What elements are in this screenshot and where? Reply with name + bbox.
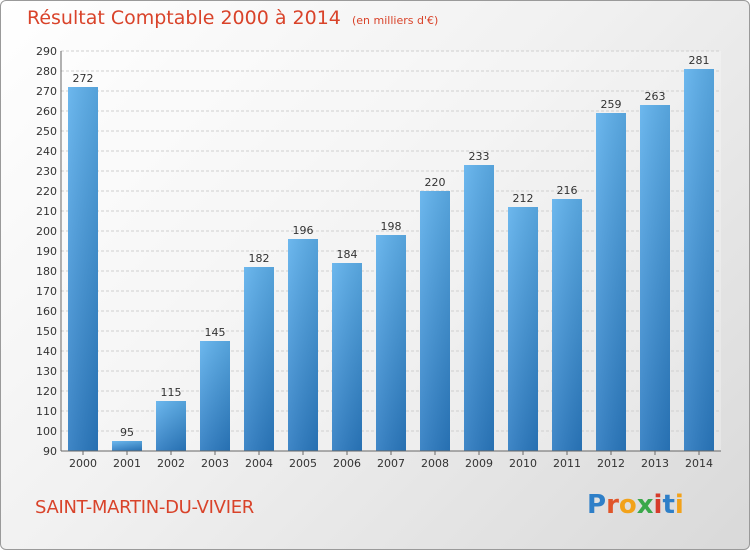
bar-shade-2014 <box>684 69 714 451</box>
chart-title: Résultat Comptable 2000 à 2014 (en milli… <box>27 7 438 29</box>
x-tick-label: 2003 <box>201 457 229 470</box>
x-tick-label: 2004 <box>245 457 273 470</box>
x-tick-label: 2002 <box>157 457 185 470</box>
logo-letter: o <box>618 490 637 520</box>
y-tick-label: 240 <box>36 145 57 158</box>
logo-letter: t <box>662 490 675 520</box>
data-label: 263 <box>645 90 666 103</box>
x-tick-label: 2009 <box>465 457 493 470</box>
x-tick-label: 2014 <box>685 457 713 470</box>
commune-name: SAINT-MARTIN-DU-VIVIER <box>35 497 254 518</box>
bar-shade-2013 <box>640 105 670 451</box>
y-tick-label: 190 <box>36 245 57 258</box>
unit-text: (en milliers d'€) <box>351 14 439 27</box>
data-label: 184 <box>337 248 358 261</box>
y-tick-label: 110 <box>36 405 57 418</box>
y-tick-label: 180 <box>36 265 57 278</box>
bar-shade-2003 <box>200 341 230 451</box>
data-label: 259 <box>601 98 622 111</box>
y-tick-label: 260 <box>36 105 57 118</box>
proxiti-logo: Proxiti <box>587 490 684 520</box>
x-tick-label: 2007 <box>377 457 405 470</box>
data-label: 233 <box>469 150 490 163</box>
logo-letter: x <box>636 490 654 520</box>
data-label: 216 <box>557 184 578 197</box>
data-label: 115 <box>161 386 182 399</box>
bar-shade-2002 <box>156 401 186 451</box>
data-label: 182 <box>249 252 270 265</box>
bar-shade-2001 <box>112 441 142 451</box>
x-tick-label: 2008 <box>421 457 449 470</box>
y-tick-label: 270 <box>36 85 57 98</box>
y-tick-label: 290 <box>36 45 57 58</box>
title-text: Résultat Comptable 2000 à 2014 <box>27 7 341 29</box>
bar-shade-2010 <box>508 207 538 451</box>
data-label: 196 <box>293 224 314 237</box>
logo-letter: r <box>606 490 619 520</box>
logo-letter: i <box>674 490 684 520</box>
bar-shade-2005 <box>288 239 318 451</box>
bar-shade-2012 <box>596 113 626 451</box>
data-label: 198 <box>381 220 402 233</box>
y-tick-label: 90 <box>43 445 57 458</box>
bar-shade-2000 <box>68 87 98 451</box>
logo-letter: P <box>587 490 607 520</box>
x-tick-label: 2006 <box>333 457 361 470</box>
y-tick-label: 220 <box>36 185 57 198</box>
bar-shade-2008 <box>420 191 450 451</box>
y-tick-label: 250 <box>36 125 57 138</box>
bar-shade-2006 <box>332 263 362 451</box>
y-tick-label: 150 <box>36 325 57 338</box>
data-label: 95 <box>120 426 134 439</box>
x-tick-label: 2001 <box>113 457 141 470</box>
x-tick-label: 2000 <box>69 457 97 470</box>
logo-letter: i <box>653 490 663 520</box>
data-label: 212 <box>513 192 534 205</box>
bar-shade-2004 <box>244 267 274 451</box>
y-tick-label: 230 <box>36 165 57 178</box>
data-label: 145 <box>205 326 226 339</box>
y-tick-label: 200 <box>36 225 57 238</box>
y-tick-label: 120 <box>36 385 57 398</box>
y-tick-label: 130 <box>36 365 57 378</box>
data-label: 272 <box>73 72 94 85</box>
y-tick-label: 100 <box>36 425 57 438</box>
y-tick-label: 140 <box>36 345 57 358</box>
bar-shade-2009 <box>464 165 494 451</box>
y-tick-label: 160 <box>36 305 57 318</box>
y-tick-label: 210 <box>36 205 57 218</box>
x-tick-label: 2005 <box>289 457 317 470</box>
x-tick-label: 2013 <box>641 457 669 470</box>
x-tick-label: 2012 <box>597 457 625 470</box>
y-tick-label: 170 <box>36 285 57 298</box>
x-tick-label: 2010 <box>509 457 537 470</box>
data-label: 220 <box>425 176 446 189</box>
bar-shade-2011 <box>552 199 582 451</box>
data-label: 281 <box>689 54 710 67</box>
y-tick-label: 280 <box>36 65 57 78</box>
bar-shade-2007 <box>376 235 406 451</box>
x-tick-label: 2011 <box>553 457 581 470</box>
